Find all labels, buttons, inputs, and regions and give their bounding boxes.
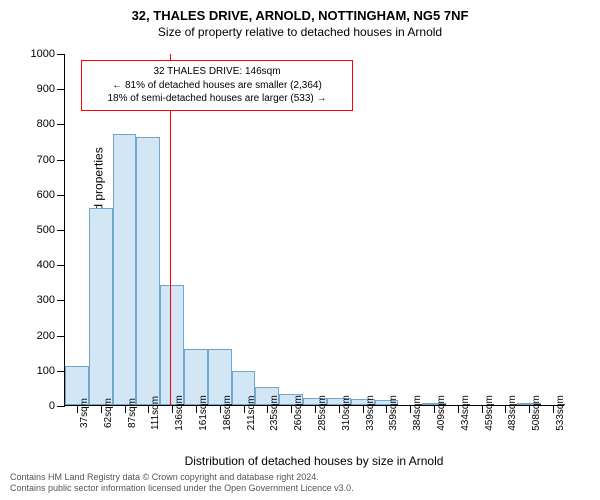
- histogram-bar: [113, 134, 137, 405]
- footer-line-1: Contains HM Land Registry data © Crown c…: [10, 472, 354, 483]
- x-tick-label: 37sqm: [69, 398, 90, 428]
- x-tick-label: 384sqm: [402, 395, 423, 431]
- y-tick-label: 700: [37, 154, 65, 166]
- footer-attribution: Contains HM Land Registry data © Crown c…: [10, 472, 354, 495]
- x-tick-label: 339sqm: [355, 395, 376, 431]
- info-callout: 32 THALES DRIVE: 146sqm← 81% of detached…: [81, 60, 353, 111]
- chart-subtitle: Size of property relative to detached ho…: [0, 25, 600, 39]
- x-tick-label: 459sqm: [474, 395, 495, 431]
- x-tick-label: 186sqm: [212, 395, 233, 431]
- y-tick-label: 600: [37, 189, 65, 201]
- plot-region: 0100200300400500600700800900100037sqm62s…: [64, 54, 564, 406]
- x-tick-label: 285sqm: [307, 395, 328, 431]
- x-tick-label: 111sqm: [140, 396, 161, 430]
- footer-line-2: Contains public sector information licen…: [10, 483, 354, 494]
- x-tick-label: 434sqm: [450, 395, 471, 431]
- chart-area: Number of detached properties 0100200300…: [64, 54, 564, 406]
- x-tick-label: 310sqm: [331, 395, 352, 431]
- x-axis-label: Distribution of detached houses by size …: [185, 454, 444, 468]
- x-tick-label: 260sqm: [283, 395, 304, 431]
- x-tick-label: 136sqm: [164, 395, 185, 431]
- chart-title-block: 32, THALES DRIVE, ARNOLD, NOTTINGHAM, NG…: [0, 0, 600, 39]
- x-tick-label: 211sqm: [236, 396, 257, 431]
- y-tick-label: 100: [37, 365, 65, 377]
- x-tick-label: 483sqm: [497, 395, 518, 431]
- chart-title: 32, THALES DRIVE, ARNOLD, NOTTINGHAM, NG…: [0, 8, 600, 23]
- x-tick-label: 161sqm: [188, 395, 209, 431]
- x-tick-label: 409sqm: [426, 395, 447, 431]
- x-tick-label: 359sqm: [378, 395, 399, 431]
- y-tick-label: 0: [49, 400, 65, 412]
- y-tick-label: 500: [37, 224, 65, 236]
- y-tick-label: 800: [37, 118, 65, 130]
- histogram-bar: [89, 208, 113, 405]
- y-tick-label: 400: [37, 259, 65, 271]
- y-tick-label: 200: [37, 330, 65, 342]
- info-callout-line: 18% of semi-detached houses are larger (…: [90, 92, 344, 106]
- y-tick-label: 900: [37, 83, 65, 95]
- x-tick-label: 87sqm: [117, 398, 138, 428]
- info-callout-line: 32 THALES DRIVE: 146sqm: [90, 65, 344, 79]
- x-tick-label: 508sqm: [521, 395, 542, 431]
- x-tick-label: 235sqm: [259, 395, 280, 431]
- y-tick-label: 1000: [31, 48, 65, 60]
- histogram-bar: [160, 285, 184, 405]
- y-tick-label: 300: [37, 294, 65, 306]
- x-tick-label: 62sqm: [93, 398, 114, 428]
- x-tick-label: 533sqm: [545, 395, 566, 431]
- histogram-bar: [136, 137, 160, 405]
- info-callout-line: ← 81% of detached houses are smaller (2,…: [90, 79, 344, 93]
